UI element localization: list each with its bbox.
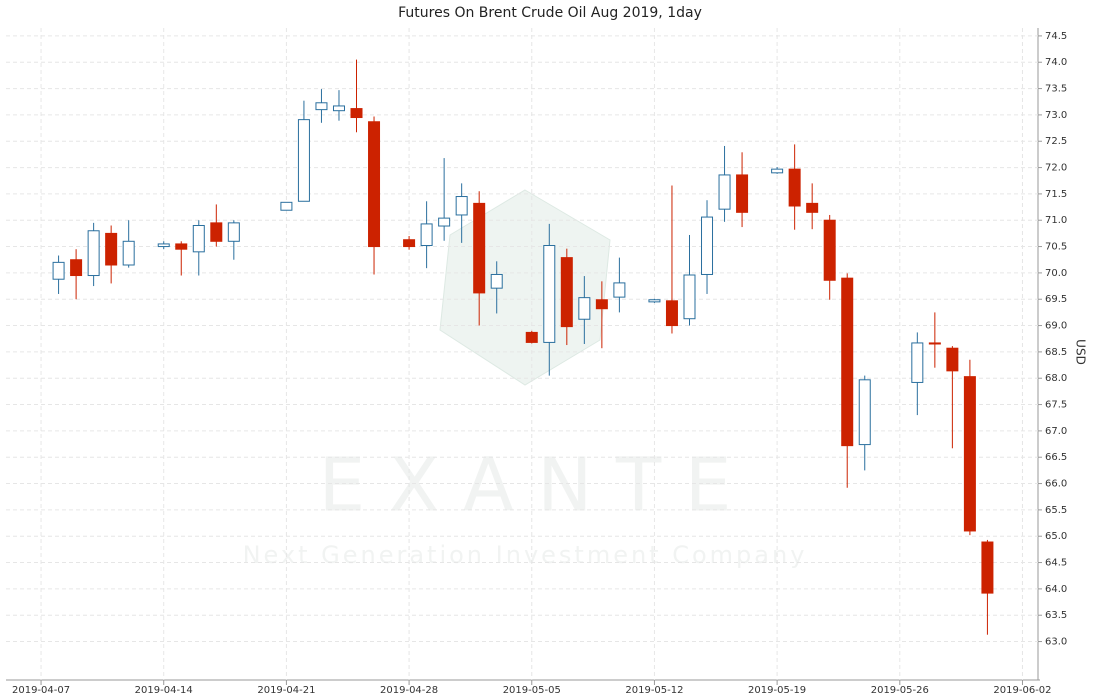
watermark: E X A N T E	[319, 443, 732, 529]
candle-body	[332, 105, 345, 112]
y-tick-label: 68.5	[1045, 347, 1067, 358]
candle-body	[473, 202, 486, 294]
y-axis-label: USD	[1074, 339, 1088, 365]
y-tick-label: 71.5	[1045, 189, 1067, 200]
y-tick-label: 67.0	[1045, 426, 1067, 437]
candle-body	[806, 202, 819, 213]
y-tick-label: 72.5	[1045, 136, 1067, 147]
candle-body	[665, 300, 678, 327]
y-tick-label: 64.5	[1045, 558, 1067, 569]
candle-body	[981, 541, 994, 594]
y-tick-label: 64.0	[1045, 584, 1067, 595]
candle-body	[928, 342, 941, 345]
candle-body	[858, 379, 871, 446]
candle-body	[280, 201, 293, 211]
x-tick-label: 2019-05-19	[748, 685, 806, 696]
candle-body	[368, 121, 381, 248]
candle-body	[122, 240, 135, 266]
y-tick-label: 69.0	[1045, 321, 1067, 332]
candle-body	[227, 222, 240, 242]
x-tick-label: 2019-05-05	[503, 685, 561, 696]
candle-body	[578, 297, 591, 320]
y-tick-label: 68.0	[1045, 373, 1067, 384]
candle-body	[175, 243, 188, 250]
y-tick-label: 66.5	[1045, 452, 1067, 463]
y-tick-label: 72.0	[1045, 163, 1067, 174]
chart-title: Futures On Brent Crude Oil Aug 2019, 1da…	[398, 5, 702, 21]
y-tick-label: 70.0	[1045, 268, 1067, 279]
candle-body	[350, 108, 363, 119]
candle-body	[701, 216, 714, 275]
candle-body	[438, 217, 451, 227]
candle-body	[210, 222, 223, 242]
candle-body	[455, 196, 468, 216]
y-tick-label: 73.0	[1045, 110, 1067, 121]
candle-body	[52, 261, 65, 280]
y-tick-label: 63.0	[1045, 637, 1067, 648]
candle-body	[595, 299, 608, 310]
candle-body	[718, 174, 731, 210]
y-tick-label: 73.5	[1045, 84, 1067, 95]
candle-body	[192, 224, 205, 253]
candle-body	[946, 347, 959, 372]
candle-body	[613, 282, 626, 298]
candle-body	[105, 232, 118, 266]
candle-body	[841, 277, 854, 447]
y-tick-label: 70.5	[1045, 242, 1067, 253]
candle-body	[315, 102, 328, 111]
candle-body	[683, 274, 696, 320]
y-tick-label: 63.5	[1045, 610, 1067, 621]
candle-body	[525, 331, 538, 343]
x-tick-label: 2019-04-07	[12, 685, 70, 696]
x-tick-label: 2019-06-02	[993, 685, 1051, 696]
x-tick-label: 2019-05-26	[871, 685, 929, 696]
candle-body	[771, 168, 784, 174]
candle-body	[788, 168, 801, 207]
candle-body	[297, 119, 310, 202]
candle-body	[490, 273, 503, 289]
y-tick-label: 69.5	[1045, 294, 1067, 305]
candle-body	[87, 230, 100, 277]
x-tick-label: 2019-04-14	[135, 685, 193, 696]
y-tick-label: 71.0	[1045, 215, 1067, 226]
y-tick-label: 66.0	[1045, 479, 1067, 490]
y-tick-label: 65.0	[1045, 531, 1067, 542]
candle-body	[963, 376, 976, 532]
candle-body	[736, 174, 749, 213]
candle-body	[648, 299, 661, 303]
candle-body	[403, 239, 416, 248]
candle-body	[560, 257, 573, 328]
candle-body	[70, 259, 83, 277]
candle-body	[823, 219, 836, 281]
x-tick-label: 2019-05-12	[625, 685, 683, 696]
y-tick-label: 74.5	[1045, 31, 1067, 42]
watermark-sub: Next Generation Investment Company	[243, 541, 808, 569]
candle-body	[543, 245, 556, 343]
x-tick-label: 2019-04-28	[380, 685, 438, 696]
y-tick-label: 74.0	[1045, 57, 1067, 68]
y-tick-label: 67.5	[1045, 400, 1067, 411]
candle-body	[420, 223, 433, 247]
candle-body	[911, 342, 924, 383]
candle-body	[157, 243, 170, 248]
x-tick-label: 2019-04-21	[257, 685, 315, 696]
y-tick-label: 65.5	[1045, 505, 1067, 516]
